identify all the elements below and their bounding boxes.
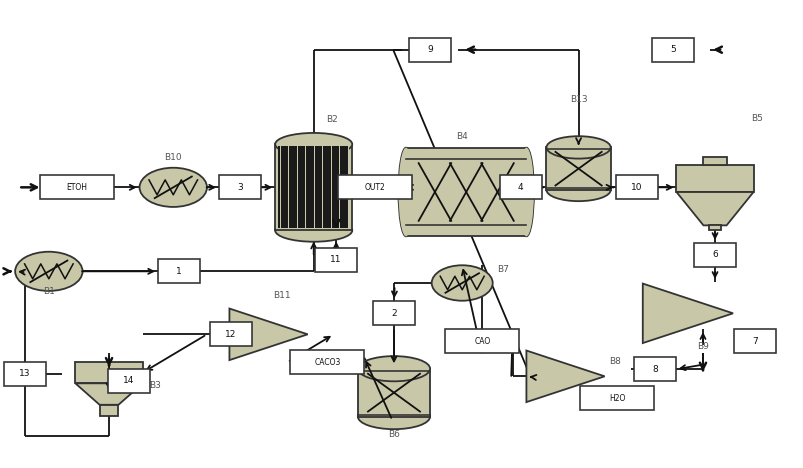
Polygon shape xyxy=(75,383,143,405)
Text: 11: 11 xyxy=(330,255,341,264)
Text: B11: B11 xyxy=(272,291,290,300)
FancyBboxPatch shape xyxy=(616,175,657,199)
Ellipse shape xyxy=(275,133,352,155)
Bar xyxy=(75,362,143,383)
FancyBboxPatch shape xyxy=(580,386,653,410)
Ellipse shape xyxy=(546,136,610,159)
Text: 7: 7 xyxy=(752,337,757,346)
Text: CAO: CAO xyxy=(474,337,490,346)
FancyBboxPatch shape xyxy=(373,301,414,325)
FancyBboxPatch shape xyxy=(108,369,150,393)
Bar xyxy=(675,165,752,192)
Text: B2: B2 xyxy=(325,115,337,124)
Text: 5: 5 xyxy=(670,45,675,54)
FancyBboxPatch shape xyxy=(445,329,519,353)
Text: B1: B1 xyxy=(43,286,55,296)
Ellipse shape xyxy=(357,404,430,429)
Circle shape xyxy=(431,265,492,301)
Ellipse shape xyxy=(275,219,352,242)
Text: B10: B10 xyxy=(165,153,181,161)
Polygon shape xyxy=(229,308,308,360)
Ellipse shape xyxy=(398,148,413,236)
Text: H2O: H2O xyxy=(608,394,625,403)
Text: 10: 10 xyxy=(630,183,642,192)
FancyBboxPatch shape xyxy=(290,350,364,374)
Text: B13: B13 xyxy=(569,95,587,104)
Text: B4: B4 xyxy=(456,132,467,141)
Text: B7: B7 xyxy=(496,265,508,274)
Text: 4: 4 xyxy=(517,183,523,192)
Text: B9: B9 xyxy=(696,342,708,351)
Text: B8: B8 xyxy=(609,357,620,366)
Polygon shape xyxy=(526,351,604,402)
FancyBboxPatch shape xyxy=(158,259,199,284)
FancyBboxPatch shape xyxy=(315,248,357,272)
Polygon shape xyxy=(675,192,752,226)
Polygon shape xyxy=(642,284,732,343)
FancyBboxPatch shape xyxy=(4,362,46,386)
Ellipse shape xyxy=(398,148,413,236)
FancyBboxPatch shape xyxy=(40,175,114,199)
FancyBboxPatch shape xyxy=(210,322,251,346)
FancyBboxPatch shape xyxy=(409,37,450,62)
Bar xyxy=(546,147,610,190)
Text: 14: 14 xyxy=(124,376,135,386)
Text: 2: 2 xyxy=(391,309,397,318)
FancyBboxPatch shape xyxy=(733,329,775,353)
Bar xyxy=(278,146,349,228)
FancyBboxPatch shape xyxy=(634,357,675,381)
Text: B6: B6 xyxy=(388,430,399,439)
Bar xyxy=(357,369,430,417)
Bar xyxy=(703,157,726,165)
Circle shape xyxy=(15,252,83,291)
Text: B3: B3 xyxy=(149,381,161,390)
Bar xyxy=(275,144,352,230)
Text: 12: 12 xyxy=(225,330,236,339)
Circle shape xyxy=(140,168,206,207)
Bar xyxy=(406,148,526,236)
Bar xyxy=(708,226,720,230)
Ellipse shape xyxy=(518,148,533,236)
Text: 1: 1 xyxy=(176,267,181,276)
Text: CACO3: CACO3 xyxy=(314,358,340,367)
Text: 6: 6 xyxy=(711,250,717,259)
FancyBboxPatch shape xyxy=(651,37,693,62)
Text: 9: 9 xyxy=(426,45,433,54)
Text: 13: 13 xyxy=(19,369,31,379)
Text: 3: 3 xyxy=(237,183,243,192)
FancyBboxPatch shape xyxy=(218,175,260,199)
Text: 8: 8 xyxy=(651,365,657,374)
Ellipse shape xyxy=(546,179,610,201)
Ellipse shape xyxy=(518,148,533,236)
FancyBboxPatch shape xyxy=(693,243,735,267)
Bar xyxy=(100,405,118,416)
Text: ETOH: ETOH xyxy=(67,183,88,192)
Text: OUT2: OUT2 xyxy=(364,183,385,192)
FancyBboxPatch shape xyxy=(337,175,411,199)
Ellipse shape xyxy=(357,356,430,381)
FancyBboxPatch shape xyxy=(499,175,541,199)
Text: B5: B5 xyxy=(750,114,762,123)
